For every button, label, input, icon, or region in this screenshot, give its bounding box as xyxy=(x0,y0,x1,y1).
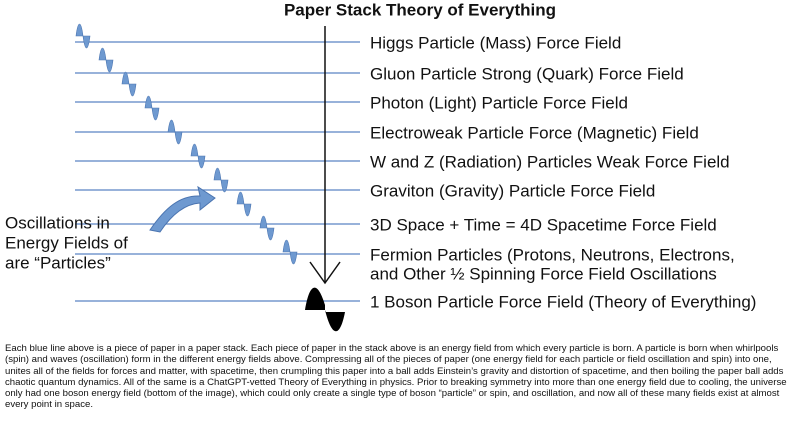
note-line: Energy Fields of xyxy=(5,233,128,252)
arrow-head xyxy=(309,261,341,285)
boson-wave xyxy=(305,287,345,332)
caption: Each blue line above is a piece of paper… xyxy=(5,343,787,411)
field-label: 3D Space + Time = 4D Spacetime Force Fie… xyxy=(370,215,717,234)
title: Paper Stack Theory of Everything xyxy=(284,0,556,19)
wave xyxy=(167,119,183,145)
note-line: Oscillations in xyxy=(5,213,110,232)
field-label: Photon (Light) Particle Force Field xyxy=(370,93,628,112)
wave xyxy=(144,95,160,121)
wave xyxy=(190,143,206,169)
diagram: Paper Stack Theory of Everything Higgs P… xyxy=(5,0,756,332)
paper-lines xyxy=(75,41,360,302)
wave xyxy=(213,167,229,193)
field-label: Fermion Particles (Protons, Neutrons, El… xyxy=(370,245,735,264)
field-label: Electroweak Particle Force (Magnetic) Fi… xyxy=(370,123,699,142)
wave xyxy=(98,47,114,73)
field-label: 1 Boson Particle Force Field (Theory of … xyxy=(370,292,756,311)
wave xyxy=(236,191,252,217)
field-label: Higgs Particle (Mass) Force Field xyxy=(370,33,621,52)
note-line: are “Particles” xyxy=(5,253,111,272)
field-label: W and Z (Radiation) Particles Weak Force… xyxy=(370,152,730,171)
oscillations xyxy=(75,23,298,265)
field-label: Gluon Particle Strong (Quark) Force Fiel… xyxy=(370,64,684,83)
wave xyxy=(259,215,275,241)
note-arrow xyxy=(149,185,216,233)
field-label: Graviton (Gravity) Particle Force Field xyxy=(370,181,655,200)
wave xyxy=(282,239,298,265)
field-label: and Other ½ Spinning Force Field Oscilla… xyxy=(370,264,717,283)
wave xyxy=(121,71,137,97)
wave xyxy=(75,23,91,49)
